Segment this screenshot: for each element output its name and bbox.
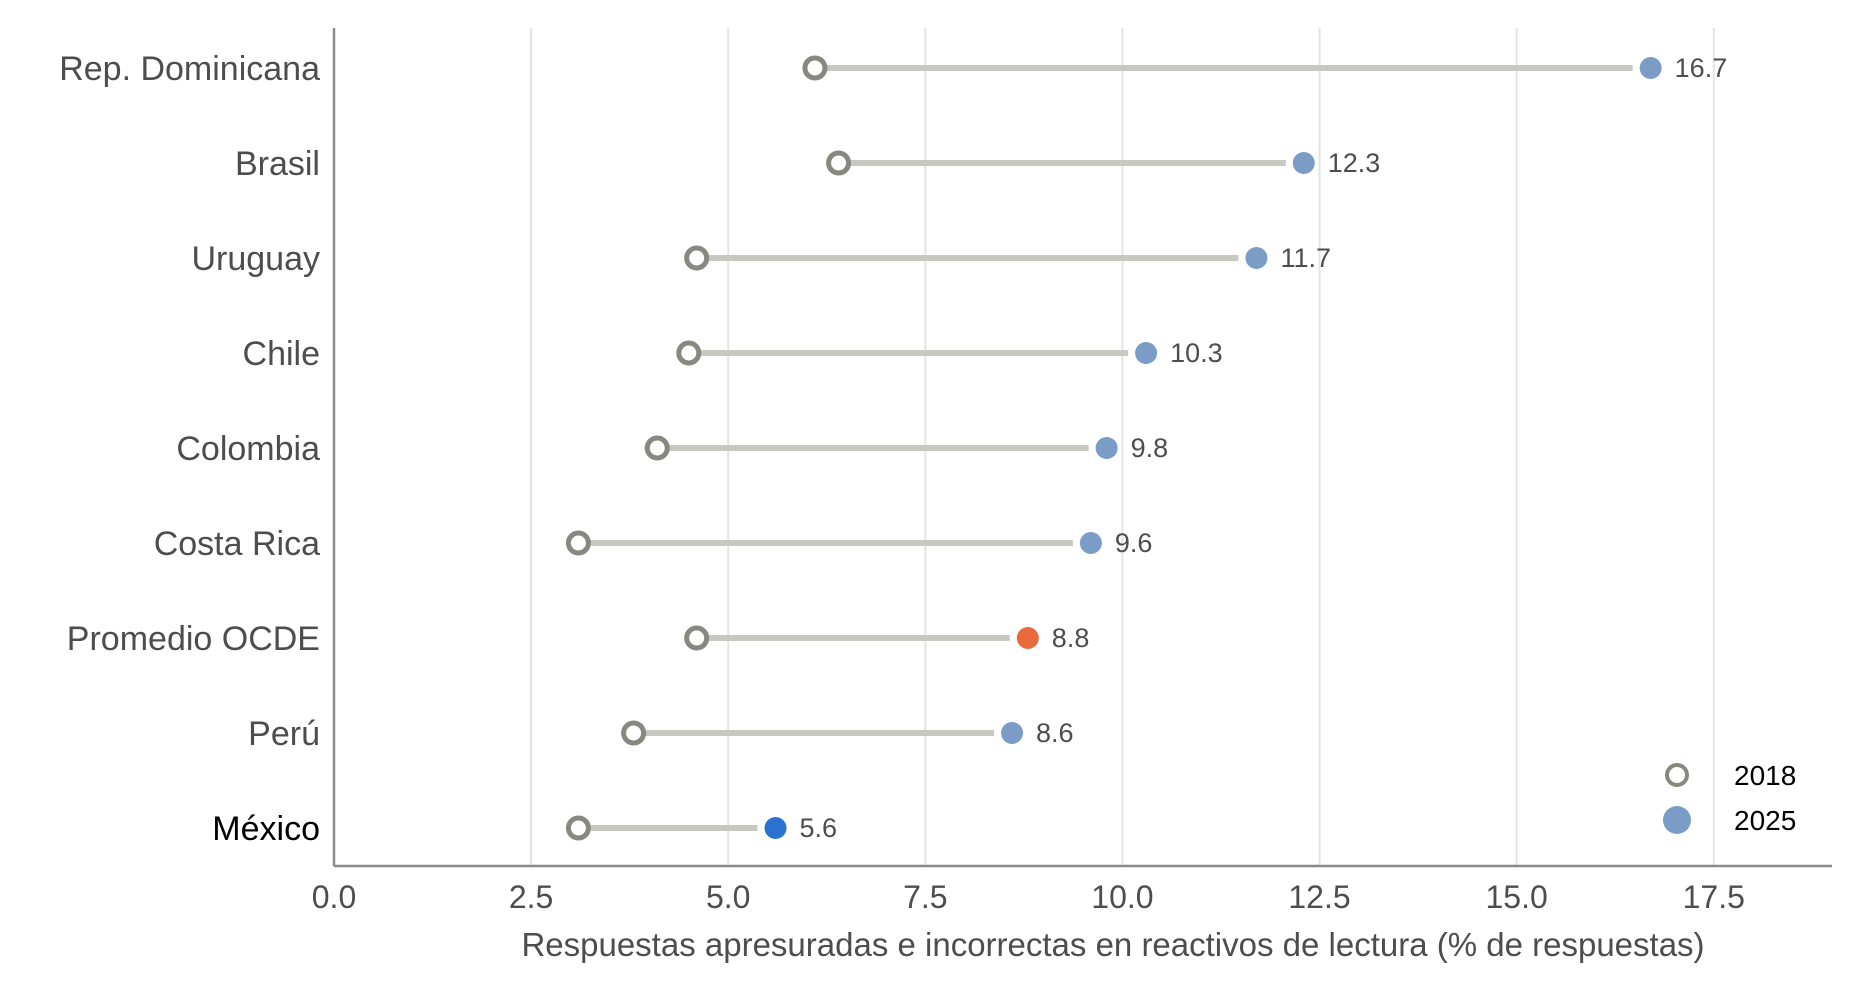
y-label-3: Chile bbox=[243, 335, 320, 373]
x-tick-label-3: 7.5 bbox=[903, 879, 947, 915]
value-label-2: 11.7 bbox=[1280, 243, 1331, 273]
series-2018-markers bbox=[565, 55, 852, 841]
point-2018-5 bbox=[565, 530, 591, 556]
value-label-3: 10.3 bbox=[1170, 338, 1223, 368]
value-label-6: 8.8 bbox=[1052, 623, 1090, 653]
value-label-8: 5.6 bbox=[800, 813, 838, 843]
x-tick-label-5: 12.5 bbox=[1288, 879, 1350, 915]
y-label-5: Costa Rica bbox=[154, 525, 320, 563]
x-tick-label-1: 2.5 bbox=[509, 879, 553, 915]
y-label-2: Uruguay bbox=[191, 240, 320, 278]
axes bbox=[332, 28, 1832, 868]
point-2025-8 bbox=[764, 817, 787, 839]
x-tick-labels: 0.0 2.5 5.0 7.5 10.0 12.5 15.0 17.5 bbox=[312, 879, 1745, 915]
x-tick-label-7: 17.5 bbox=[1683, 879, 1745, 915]
value-label-1: 12.3 bbox=[1328, 148, 1381, 178]
point-2018-0 bbox=[802, 55, 828, 81]
value-label-0: 16.7 bbox=[1675, 53, 1728, 83]
point-2025-3 bbox=[1135, 342, 1158, 364]
point-2025-4 bbox=[1095, 437, 1118, 459]
point-2018-1 bbox=[826, 150, 852, 176]
point-2018-2 bbox=[684, 245, 710, 271]
legend-marker-2018 bbox=[1665, 763, 1689, 787]
point-2025-1 bbox=[1292, 152, 1315, 174]
point-2025-2 bbox=[1245, 247, 1268, 269]
y-label-0: Rep. Dominicana bbox=[59, 50, 320, 88]
x-tick-label-2: 5.0 bbox=[706, 879, 750, 915]
legend-label-2018: 2018 bbox=[1734, 760, 1796, 791]
connector-lines bbox=[578, 65, 1633, 831]
point-2025-0 bbox=[1639, 57, 1662, 79]
legend-label-2025: 2025 bbox=[1734, 805, 1796, 836]
y-category-labels: Rep. Dominicana Brasil Uruguay Chile Colombi… bbox=[59, 50, 320, 848]
x-tick-label-4: 10.0 bbox=[1091, 879, 1153, 915]
x-tick-label-6: 15.0 bbox=[1485, 879, 1547, 915]
value-label-4: 9.8 bbox=[1131, 433, 1169, 463]
x-tick-label-0: 0.0 bbox=[312, 879, 356, 915]
point-2018-6 bbox=[684, 625, 710, 651]
point-2025-5 bbox=[1079, 532, 1102, 554]
x-axis-title: Respuestas apresuradas e incorrectas en … bbox=[521, 926, 1704, 963]
value-label-5: 9.6 bbox=[1115, 528, 1153, 558]
legend-marker-2025 bbox=[1663, 806, 1691, 834]
point-2025-6 bbox=[1016, 627, 1039, 649]
point-2018-7 bbox=[621, 720, 647, 746]
point-2018-3 bbox=[676, 340, 702, 366]
point-2018-4 bbox=[644, 435, 670, 461]
y-label-7: Perú bbox=[248, 715, 320, 753]
value-label-7: 8.6 bbox=[1036, 718, 1074, 748]
point-2018-8 bbox=[565, 815, 591, 841]
y-label-6: Promedio OCDE bbox=[67, 620, 320, 658]
value-labels: 16.7 12.3 11.7 10.3 9.8 9.6 8.8 8.6 5.6 bbox=[800, 53, 1728, 843]
series-2025-markers bbox=[764, 57, 1662, 839]
legend: 2018 2025 bbox=[1663, 760, 1796, 836]
y-label-1: Brasil bbox=[235, 145, 320, 183]
point-2025-7 bbox=[1001, 722, 1024, 744]
y-label-4: Colombia bbox=[176, 430, 320, 468]
y-label-8: México bbox=[212, 810, 320, 848]
